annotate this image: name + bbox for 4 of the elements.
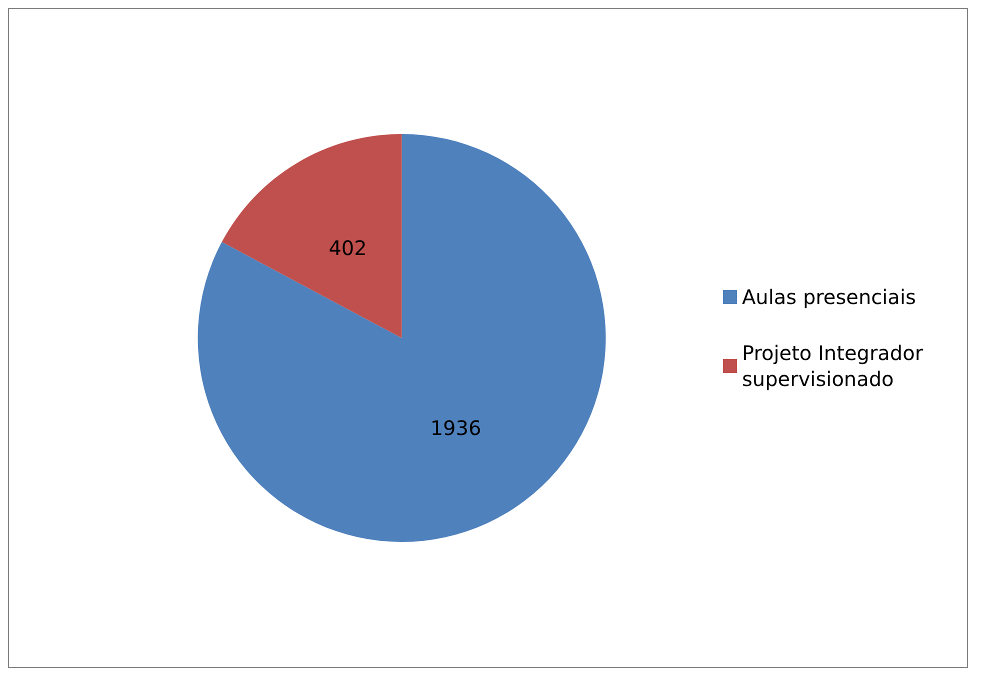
- legend-label: Projeto Integrador supervisionado: [742, 341, 930, 391]
- data-label: 402: [328, 236, 367, 260]
- legend-label: Aulas presenciais: [742, 285, 916, 309]
- data-label: 1936: [430, 416, 482, 440]
